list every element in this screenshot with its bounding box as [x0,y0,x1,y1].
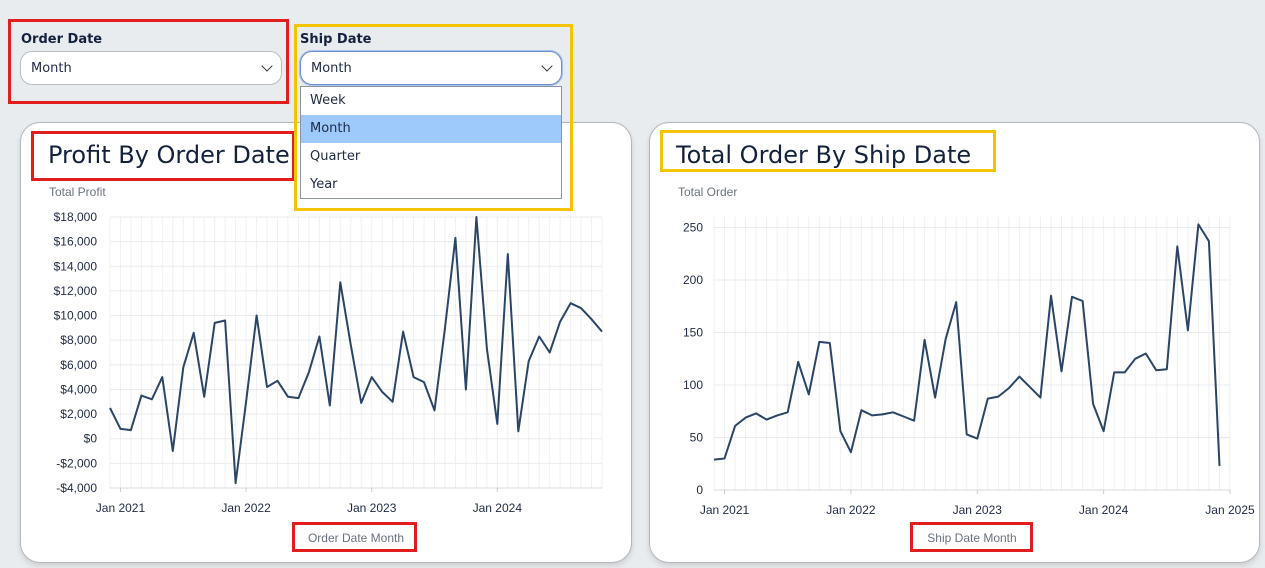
profit-x-axis-title: Order Date Month [308,531,404,545]
ship-date-dropdown: Week Month Quarter Year [300,86,562,199]
orders-xtick-label: Jan 2022 [826,503,876,517]
profit-ytick-label: $8,000 [60,333,97,347]
orders-series-line [713,223,1221,466]
ship-date-select[interactable]: Month [300,51,562,85]
profit-ytick-label: $18,000 [54,210,98,224]
orders-ytick-label: 0 [696,483,703,497]
orders-ytick-label: 50 [690,431,704,445]
profit-xtick-label: Jan 2021 [96,501,146,515]
profit-series-line [109,216,603,485]
profit-ytick-label: $0 [84,432,98,446]
profit-ytick-label: $12,000 [54,284,98,298]
profit-ytick-label: -$4,000 [56,481,97,495]
order-date-select[interactable]: Month [20,51,282,85]
orders-chart-title: Total Order By Ship Date [676,141,972,169]
profit-xtick-label: Jan 2023 [347,501,397,515]
order-date-select-value: Month [31,60,72,76]
profit-ytick-label: $2,000 [60,407,97,421]
orders-ytick-label: 100 [683,378,703,392]
profit-ytick-label: -$2,000 [56,456,97,470]
profit-ytick-label: $10,000 [54,309,98,323]
orders-xtick-label: Jan 2024 [1079,503,1129,517]
profit-y-axis-title: Total Profit [49,185,106,199]
orders-xtick-label: Jan 2025 [1205,503,1255,517]
profit-ytick-label: $16,000 [54,235,98,249]
orders-xtick-label: Jan 2021 [700,503,750,517]
order-date-label: Order Date [21,32,103,47]
profit-ytick-label: $14,000 [54,259,98,273]
ship-date-option-year[interactable]: Year [310,177,338,192]
orders-ytick-label: 250 [683,221,703,235]
orders-x-axis-title: Ship Date Month [927,531,1016,545]
profit-chart-title: Profit By Order Date [48,141,290,169]
profit-ytick-label: $6,000 [60,358,97,372]
profit-xtick-label: Jan 2022 [221,501,271,515]
ship-date-select-value: Month [311,60,352,76]
profit-xtick-label: Jan 2024 [473,501,523,515]
orders-ytick-label: 150 [683,326,703,340]
profit-ytick-label: $4,000 [60,382,97,396]
ship-date-label: Ship Date [300,32,372,47]
orders-xtick-label: Jan 2023 [953,503,1003,517]
orders-ytick-label: 200 [683,273,703,287]
ship-date-option-month[interactable]: Month [301,115,561,143]
ship-date-option-week[interactable]: Week [310,93,346,108]
ship-date-option-quarter[interactable]: Quarter [310,149,361,164]
orders-y-axis-title: Total Order [678,185,737,199]
